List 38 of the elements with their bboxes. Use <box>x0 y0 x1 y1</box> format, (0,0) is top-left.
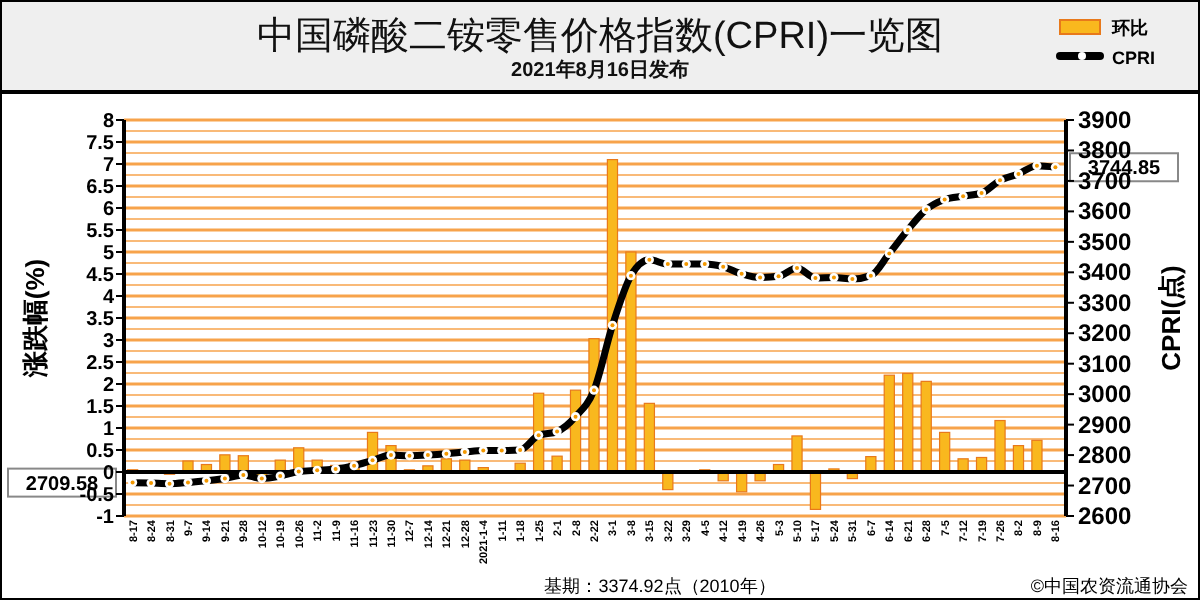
y2-tick-label: 3200 <box>1078 319 1133 348</box>
y-tick-label: 1.5 <box>86 397 115 419</box>
legend-label: 环比 <box>1110 18 1148 38</box>
chart-subtitle: 2021年8月16日发布 <box>511 58 689 82</box>
y-tick-label: 8 <box>102 111 115 133</box>
y-tick-label: 7.5 <box>86 133 115 155</box>
y-tick-label: 5.5 <box>86 221 115 243</box>
y-tick-label: 0 <box>102 463 115 485</box>
y2-tick-label: 2900 <box>1078 410 1133 439</box>
y-tick-label: 6.5 <box>86 177 115 199</box>
y-tick-label: 7 <box>102 155 115 177</box>
legend-label: CPRI <box>1112 48 1156 68</box>
y2-tick-label: 3600 <box>1078 197 1133 226</box>
y2-tick-label: 2600 <box>1078 502 1133 530</box>
y-axis-title: 涨跌幅(%) <box>20 258 50 380</box>
y-tick-label: 1 <box>102 419 115 441</box>
y-tick-label: 6 <box>102 199 115 221</box>
y2-tick-label: 3300 <box>1078 288 1133 317</box>
y2-tick-label: 3900 <box>1078 106 1133 134</box>
y2-tick-label: 3500 <box>1078 227 1133 256</box>
y-tick-label: 4.5 <box>86 265 115 287</box>
y2-axis-title: CPRI(点) <box>1156 265 1186 371</box>
y-tick-label: 4 <box>102 287 115 309</box>
text: 基期：3374.92点（2010年） <box>544 576 776 596</box>
text: ©中国农资流通协会 <box>1030 576 1188 596</box>
y-tick-label: -1 <box>96 507 115 529</box>
y-tick-label: 0.5 <box>86 441 115 463</box>
y2-tick-label: 2700 <box>1078 471 1133 500</box>
y-tick-label: 3 <box>102 331 115 353</box>
y2-tick-label: 3400 <box>1078 258 1133 287</box>
chart-title: 中国磷酸二铵零售价格指数(CPRI)一览图 <box>256 16 944 58</box>
y-tick-label: 2 <box>102 375 115 397</box>
y2-tick-label: 3100 <box>1078 349 1133 378</box>
y2-tick-label: 2800 <box>1078 441 1133 470</box>
y-tick-label: 3.5 <box>86 309 115 331</box>
y2-tick-label: 3000 <box>1078 380 1133 409</box>
y-tick-label: 2.5 <box>86 353 115 375</box>
y-tick-label: 5 <box>102 243 115 265</box>
